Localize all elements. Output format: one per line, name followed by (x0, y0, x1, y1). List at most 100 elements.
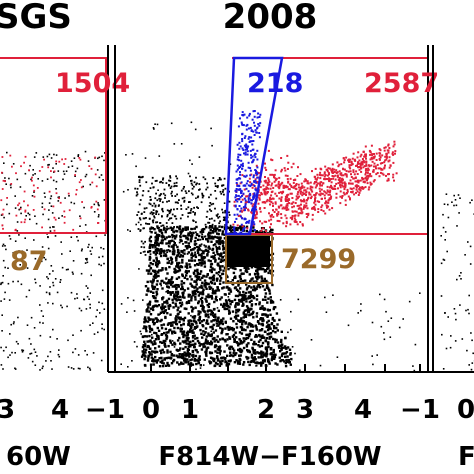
data-point (182, 187, 185, 190)
data-point (207, 305, 210, 309)
data-point (306, 187, 309, 190)
data-point (202, 325, 205, 328)
data-point (180, 189, 183, 192)
data-point (243, 309, 247, 312)
data-point (153, 285, 157, 289)
data-point (250, 360, 253, 363)
data-point (237, 153, 240, 156)
data-point (214, 225, 217, 228)
data-point (241, 194, 243, 197)
data-point (52, 284, 55, 287)
selection-box-red-left (0, 57, 107, 234)
data-point (244, 328, 247, 332)
data-point (254, 169, 257, 171)
data-point (280, 346, 284, 349)
data-point (1, 171, 3, 174)
data-point (50, 195, 53, 197)
data-point (187, 337, 190, 340)
data-point (164, 194, 167, 197)
data-point (252, 349, 255, 352)
data-point (333, 171, 336, 173)
data-point (218, 322, 221, 326)
data-point (224, 320, 227, 323)
data-point (326, 170, 329, 173)
data-point (238, 198, 241, 200)
data-point (187, 232, 189, 234)
data-point (210, 343, 213, 346)
data-point (87, 366, 89, 369)
data-point (299, 173, 302, 176)
data-point (248, 350, 252, 354)
data-point (187, 228, 189, 231)
data-point (255, 298, 259, 301)
data-point (170, 321, 173, 325)
data-point (360, 187, 363, 190)
data-point (151, 308, 155, 312)
data-point (181, 273, 184, 276)
data-point (370, 164, 373, 167)
data-point (317, 182, 320, 185)
data-point (276, 213, 279, 215)
data-point (181, 197, 184, 200)
data-point (215, 250, 219, 253)
data-point (247, 360, 250, 364)
data-point (14, 207, 17, 209)
data-point (54, 278, 57, 280)
data-point (371, 160, 374, 163)
data-point (161, 310, 164, 314)
data-point (372, 170, 375, 173)
data-point (270, 194, 273, 197)
data-point (238, 147, 241, 150)
data-point (335, 169, 338, 172)
data-point (363, 161, 366, 164)
data-point (272, 209, 274, 212)
data-point (160, 193, 162, 195)
data-point (154, 240, 157, 243)
data-point (24, 210, 27, 213)
data-point (287, 193, 290, 196)
data-point (148, 223, 151, 225)
data-point (197, 360, 200, 363)
data-point (251, 311, 254, 315)
data-point (215, 322, 218, 325)
data-point (13, 321, 15, 323)
data-point (238, 293, 241, 297)
data-point (241, 210, 243, 213)
data-point (344, 203, 347, 206)
data-point (166, 257, 169, 260)
data-point (196, 290, 200, 294)
data-point (271, 337, 275, 341)
data-point (206, 273, 209, 276)
data-point (256, 285, 259, 288)
data-point (171, 252, 175, 256)
data-point (264, 192, 267, 195)
data-point (141, 350, 144, 353)
data-point (259, 122, 262, 125)
data-point (380, 325, 383, 328)
data-point (186, 246, 189, 249)
data-point (251, 288, 255, 292)
data-point (86, 261, 89, 264)
data-point (221, 337, 225, 341)
panel-left-title: SGS (0, 0, 72, 37)
data-point (243, 218, 246, 221)
data-point (252, 110, 255, 113)
data-point (250, 182, 253, 185)
data-point (265, 355, 268, 358)
data-point (328, 186, 331, 189)
data-point (191, 228, 194, 230)
data-point (346, 190, 349, 193)
data-point (9, 238, 12, 240)
data-point (207, 293, 210, 296)
data-point (240, 200, 243, 203)
data-point (378, 158, 381, 160)
data-point (353, 193, 356, 196)
data-point (201, 286, 204, 289)
data-point (32, 169, 34, 171)
data-point (176, 230, 179, 233)
data-point (187, 323, 190, 327)
data-point (228, 326, 231, 329)
data-point (202, 305, 204, 308)
data-point (274, 306, 277, 309)
data-point (1, 330, 3, 332)
